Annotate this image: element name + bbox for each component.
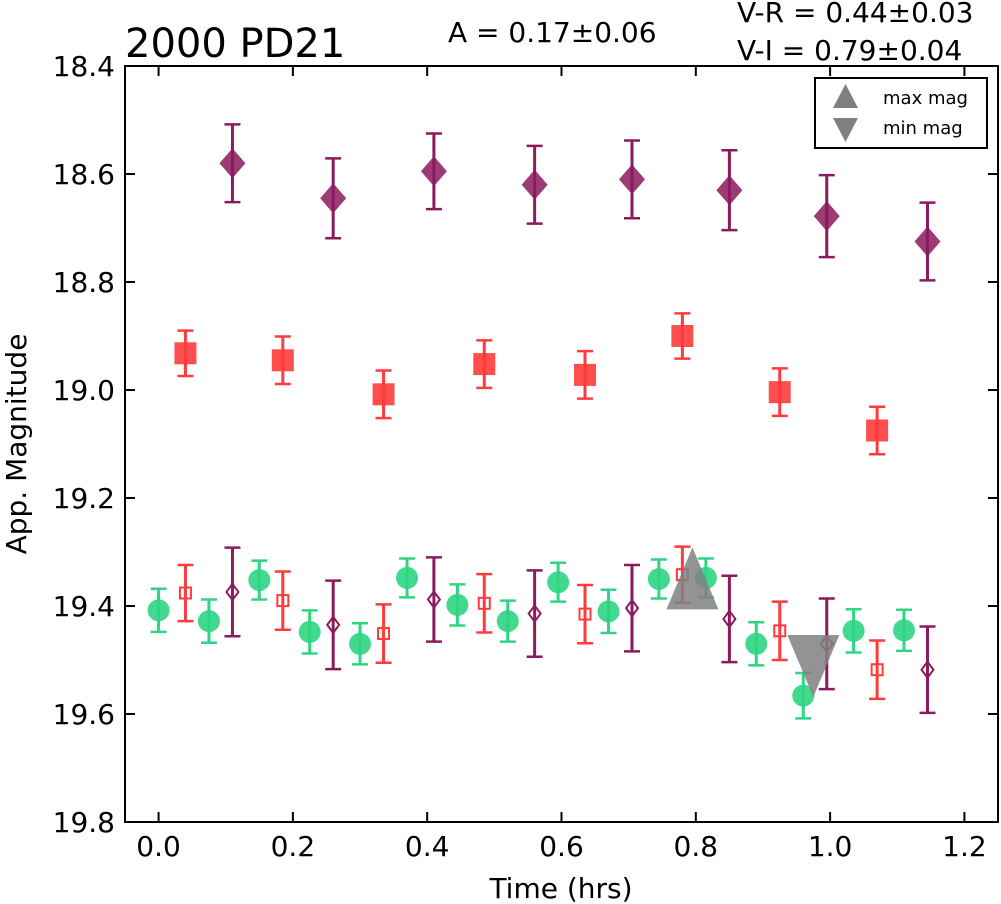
min-mag-marker xyxy=(787,635,840,697)
data-point-open-square xyxy=(178,586,192,600)
max-mag-marker xyxy=(666,547,719,610)
triangle-up-icon xyxy=(833,84,858,108)
data-point-circle xyxy=(496,610,519,633)
y-tick-label: 19.8 xyxy=(53,806,115,839)
data-point-circle xyxy=(547,571,570,594)
data-point-open-diamond xyxy=(426,589,442,610)
data-point-diamond xyxy=(521,169,548,200)
y-tick-label: 18.8 xyxy=(53,266,115,299)
x-tick-label: 0.2 xyxy=(271,830,316,863)
data-point-diamond xyxy=(914,226,941,257)
data-point-circle xyxy=(842,619,865,642)
v-i-annotation: V-I = 0.79±0.04 xyxy=(737,34,962,67)
legend: max mag min mag xyxy=(814,77,988,149)
data-point-open-diamond xyxy=(920,660,935,680)
data-point-square xyxy=(866,419,889,442)
data-point-square xyxy=(574,363,597,386)
data-point-open-diamond xyxy=(225,582,240,602)
y-tick-label: 19.0 xyxy=(53,374,115,407)
y-tick-label: 18.4 xyxy=(53,50,115,83)
data-point-circle xyxy=(792,684,815,707)
data-point-open-square xyxy=(870,663,884,677)
x-tick-label: 0.0 xyxy=(136,830,181,863)
data-point-diamond xyxy=(813,201,840,232)
data-point-diamond xyxy=(619,164,646,195)
data-point-circle xyxy=(248,569,271,592)
data-point-open-square xyxy=(477,596,491,610)
data-point-circle xyxy=(597,600,620,623)
data-point-circle xyxy=(647,568,670,590)
x-axis-label: Time (hrs) xyxy=(488,872,632,904)
data-point-square xyxy=(174,342,197,365)
x-tick-label: 1.0 xyxy=(808,830,853,863)
legend-label-max-mag: max mag xyxy=(883,88,968,109)
axis-ticks: 0.0 0.2 0.4 0.6 0.8 1.0 1.2 18.4 18.6 18.8 19.0 19.… xyxy=(53,50,998,863)
amplitude-annotation: A = 0.17±0.06 xyxy=(448,16,657,49)
data-point-circle xyxy=(745,632,768,655)
data-point-circle xyxy=(446,593,469,616)
y-tick-label: 19.6 xyxy=(53,698,115,731)
legend-label-min-mag: min mag xyxy=(883,118,963,139)
y-tick-label: 18.6 xyxy=(53,158,115,191)
v-r-annotation: V-R = 0.44±0.03 xyxy=(737,0,973,29)
triangle-down-icon xyxy=(833,118,858,142)
data-point-diamond xyxy=(320,183,347,214)
data-point-circle xyxy=(147,599,170,622)
plot-frame xyxy=(124,65,999,823)
data-point-circle xyxy=(197,610,220,633)
y-axis-label: App. Magnitude xyxy=(0,334,33,555)
x-tick-label: 0.4 xyxy=(405,830,450,863)
y-tick-label: 19.4 xyxy=(53,590,115,623)
y-tick-label: 19.2 xyxy=(53,482,115,515)
data-point-open-diamond xyxy=(722,609,737,629)
data-point-open-diamond xyxy=(527,603,542,624)
data-point-square xyxy=(671,325,694,347)
data-point-open-square xyxy=(773,624,787,638)
data-point-circle xyxy=(298,620,321,643)
x-tick-label: 0.6 xyxy=(539,830,584,863)
data-point-diamond xyxy=(716,175,743,206)
data-point-circle xyxy=(892,619,915,642)
data-point-square xyxy=(372,383,395,406)
data-point-diamond xyxy=(420,156,447,187)
x-tick-label: 0.8 xyxy=(674,830,719,863)
data-point-open-square xyxy=(377,627,391,641)
data-point-circle xyxy=(396,566,419,589)
x-tick-label: 1.2 xyxy=(942,830,987,863)
data-point-open-diamond xyxy=(624,598,640,618)
chart-title: 2000 PD21 xyxy=(125,21,345,67)
data-point-open-square xyxy=(578,607,592,621)
data-point-square xyxy=(271,349,294,372)
plot-marks xyxy=(147,123,941,720)
data-point-diamond xyxy=(219,148,246,179)
data-point-open-diamond xyxy=(325,615,341,635)
data-point-square xyxy=(768,381,791,404)
data-point-circle xyxy=(349,632,372,655)
data-point-square xyxy=(473,353,496,376)
data-point-open-square xyxy=(276,594,290,608)
